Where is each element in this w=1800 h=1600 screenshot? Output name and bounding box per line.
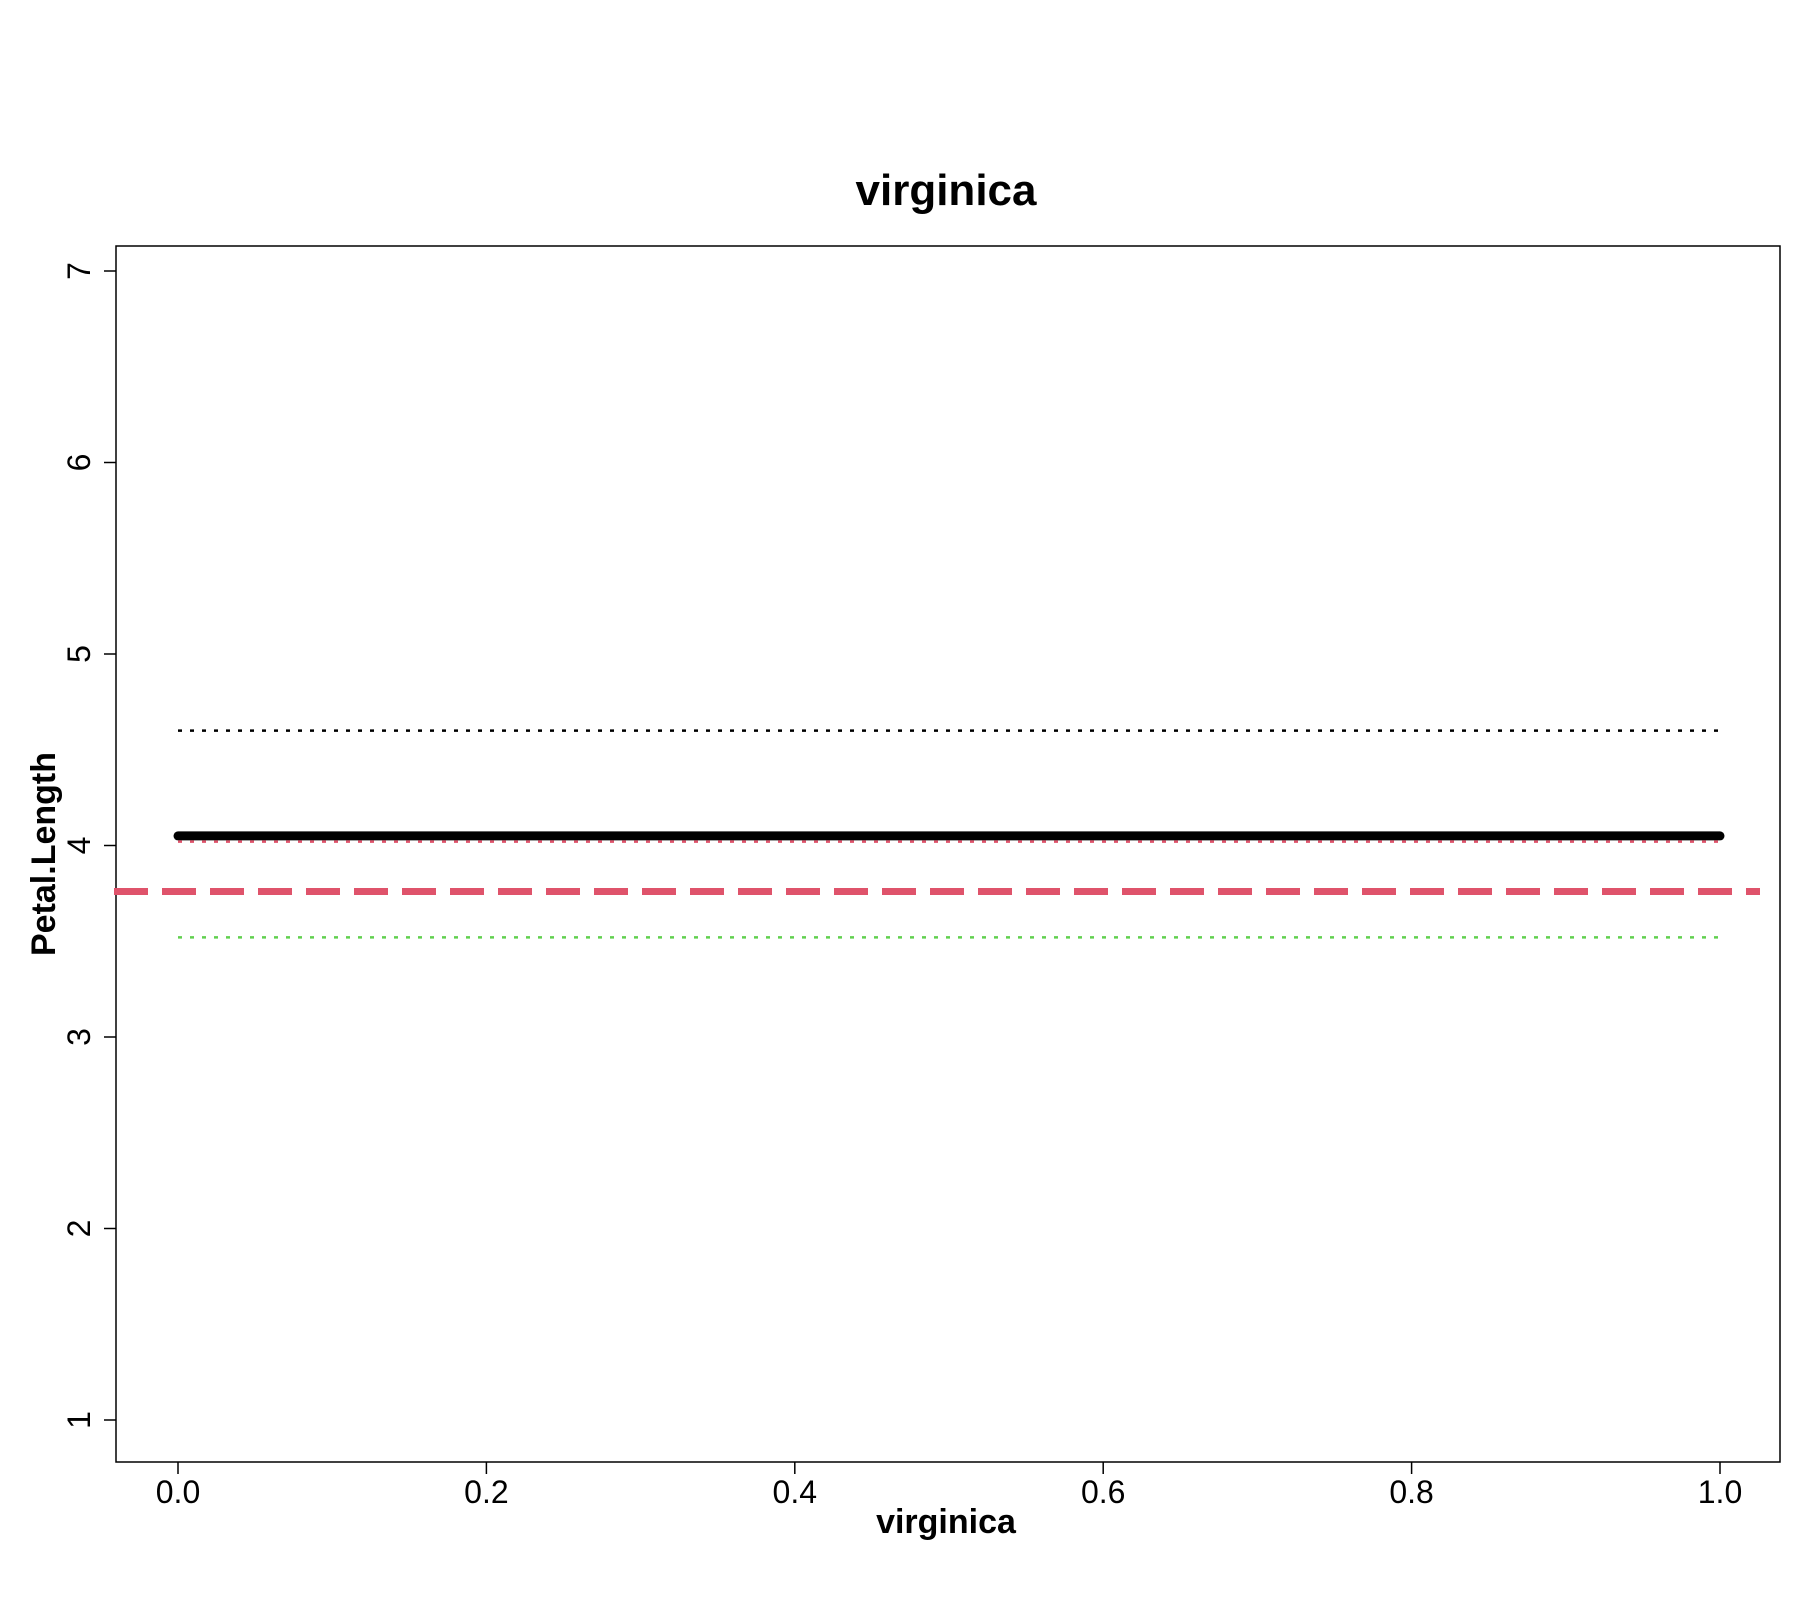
chart-title: virginica bbox=[856, 166, 1037, 215]
y-axis: 1 2 3 4 5 6 7 bbox=[61, 262, 116, 1429]
x-tick-label: 0.4 bbox=[773, 1474, 817, 1510]
plot-frame bbox=[115, 245, 1781, 1463]
series-layer bbox=[173, 729, 1725, 939]
x-axis-title: virginica bbox=[876, 1503, 1017, 1541]
y-tick-label: 6 bbox=[61, 454, 97, 472]
y-tick-label: 2 bbox=[61, 1220, 97, 1238]
y-tick-label: 1 bbox=[61, 1411, 97, 1429]
x-tick-label: 0.6 bbox=[1081, 1474, 1125, 1510]
x-tick-label: 0.8 bbox=[1389, 1474, 1433, 1510]
x-axis: 0.0 0.2 0.4 0.6 0.8 1.0 bbox=[156, 1462, 1742, 1510]
x-tick-label: 0.2 bbox=[464, 1474, 508, 1510]
y-tick-label: 3 bbox=[61, 1028, 97, 1046]
y-tick-label: 5 bbox=[61, 645, 97, 663]
x-tick-label: 1.0 bbox=[1698, 1474, 1742, 1510]
y-tick-label: 4 bbox=[61, 837, 97, 855]
y-tick-label: 7 bbox=[61, 262, 97, 280]
x-tick-label: 0.0 bbox=[156, 1474, 200, 1510]
y-axis-title: Petal.Length bbox=[25, 752, 63, 956]
